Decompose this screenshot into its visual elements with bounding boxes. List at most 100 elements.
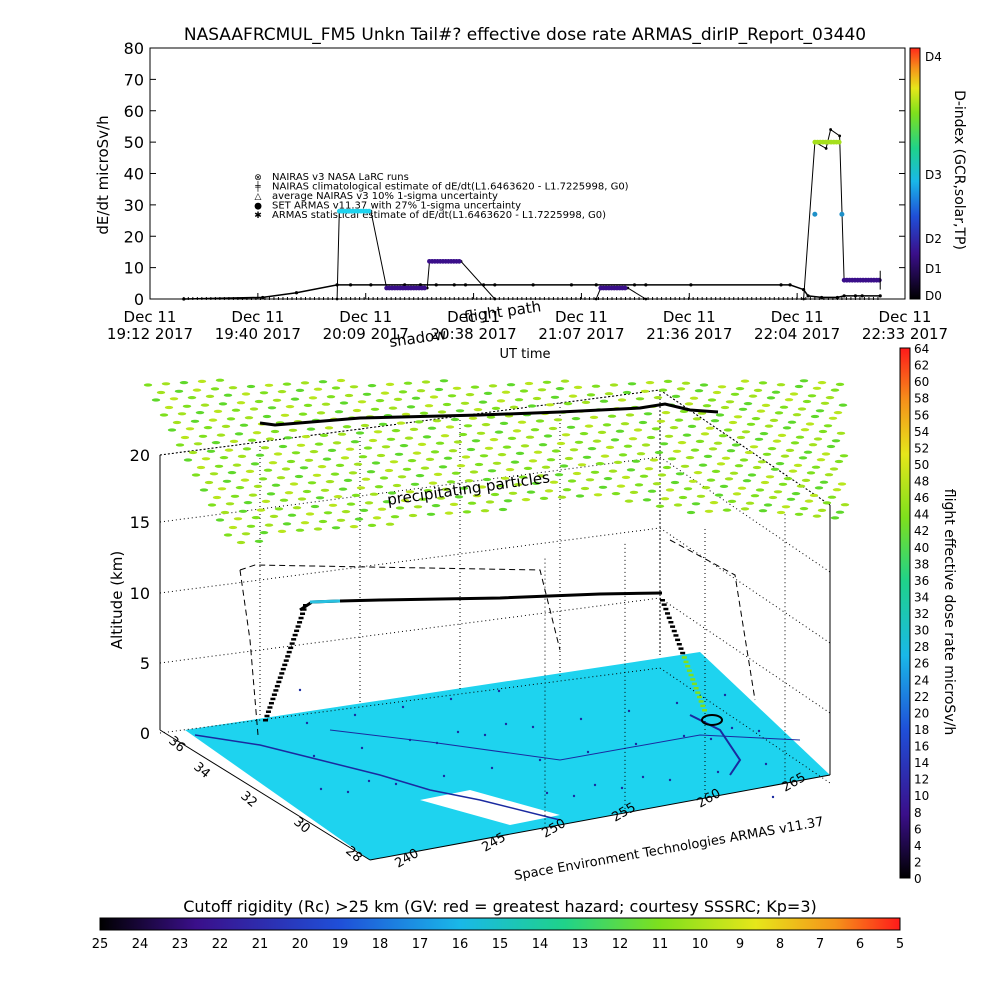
climb-marker [286, 650, 292, 654]
particle-marker [236, 540, 246, 545]
particle-marker [359, 508, 369, 512]
particle-marker [642, 498, 652, 502]
particle-marker [417, 442, 427, 446]
particle-marker [350, 440, 360, 444]
shadow-projection-right [669, 539, 756, 701]
dose-rate-tick-label: 26 [914, 657, 929, 671]
particle-marker [696, 494, 706, 498]
armas-band-marker [876, 277, 882, 283]
particle-marker [308, 396, 318, 400]
particle-marker [519, 389, 529, 393]
particle-marker [669, 426, 679, 430]
particle-marker [550, 395, 560, 399]
ground-detail [194, 688, 801, 821]
particle-marker [627, 382, 637, 386]
particle-marker [728, 420, 738, 425]
particle-marker [625, 413, 635, 417]
ground-feature [346, 790, 350, 794]
particle-marker [816, 458, 826, 462]
descent-marker [673, 634, 679, 637]
particle-marker [333, 495, 343, 499]
particle-marker [314, 442, 324, 446]
ground-feature [394, 782, 398, 786]
particle-marker [169, 397, 179, 401]
particle-marker [709, 501, 719, 505]
particle-marker [495, 484, 505, 488]
particle-marker [260, 446, 270, 450]
particle-marker [747, 473, 757, 477]
particle-marker [409, 427, 419, 431]
particle-marker [835, 382, 845, 386]
particle-marker [827, 495, 837, 499]
particle-marker [706, 478, 716, 482]
particle-marker [734, 464, 744, 468]
particle-marker [513, 483, 523, 487]
top-x-axis-label: UT time [500, 347, 551, 362]
particle-marker [776, 510, 786, 515]
particle-marker [403, 381, 413, 385]
particle-marker [485, 500, 495, 504]
particle-marker [523, 466, 533, 470]
particle-marker [746, 422, 756, 426]
particle-marker [219, 456, 229, 460]
particle-marker [343, 478, 353, 482]
particle-marker [330, 472, 340, 476]
d-index-colorbar-ticks: D0 D1 D2 D3 D4 [925, 50, 942, 303]
particle-marker [212, 495, 222, 500]
dose-rate-tick-label: 52 [914, 441, 929, 455]
particle-marker [798, 456, 808, 460]
descent-marker [671, 629, 677, 633]
particle-marker [797, 407, 807, 411]
altitude-axis-label: Altitude (km) [108, 551, 126, 649]
particle-marker [584, 424, 594, 428]
ground-feature [353, 713, 357, 717]
particle-marker [392, 483, 402, 488]
cutoff-rigidity-tick-label: 21 [252, 937, 269, 952]
d-index-tick-label: D0 [925, 289, 942, 303]
particle-marker [634, 483, 644, 487]
dose-rate-tick-label: 20 [914, 706, 929, 720]
flight-3d-panel: shadow flight path precipitating particl… [108, 297, 957, 886]
particle-marker [770, 467, 780, 471]
particle-marker [143, 383, 153, 387]
particle-marker [771, 390, 781, 394]
particle-marker [507, 436, 517, 440]
particle-marker [382, 500, 392, 504]
particle-marker [374, 485, 384, 489]
particle-marker [657, 473, 667, 477]
particle-marker [252, 431, 262, 435]
particle-marker [524, 381, 534, 386]
particle-marker [349, 525, 359, 529]
descent-marker [678, 647, 684, 650]
particle-marker [281, 467, 291, 471]
particle-marker [620, 422, 630, 426]
particle-marker [742, 479, 752, 483]
particle-marker [683, 487, 693, 491]
particle-marker [418, 497, 428, 501]
particle-marker [339, 401, 349, 405]
particle-marker [675, 472, 685, 476]
particle-marker [248, 493, 258, 497]
particle-marker [223, 393, 233, 397]
descent-marker [663, 607, 669, 611]
particle-marker [259, 531, 269, 535]
dose-rate-tick-label: 64 [914, 342, 929, 356]
particle-marker [745, 501, 755, 505]
particle-marker [641, 443, 651, 447]
latitude-tick-label: 36 [165, 734, 187, 756]
nairas-point [632, 283, 637, 287]
particle-marker [226, 417, 236, 421]
climb-marker [298, 616, 304, 620]
particle-marker [401, 412, 411, 416]
particle-marker [439, 379, 449, 383]
latitude-tick-label: 34 [190, 760, 212, 782]
particle-marker [306, 427, 316, 431]
particle-marker [408, 513, 418, 518]
particle-marker [800, 428, 810, 432]
particle-marker [611, 492, 621, 496]
particle-marker [231, 408, 241, 412]
particle-marker [808, 443, 818, 447]
particle-marker [321, 402, 331, 406]
particle-marker [836, 431, 846, 435]
particle-marker [471, 439, 481, 443]
